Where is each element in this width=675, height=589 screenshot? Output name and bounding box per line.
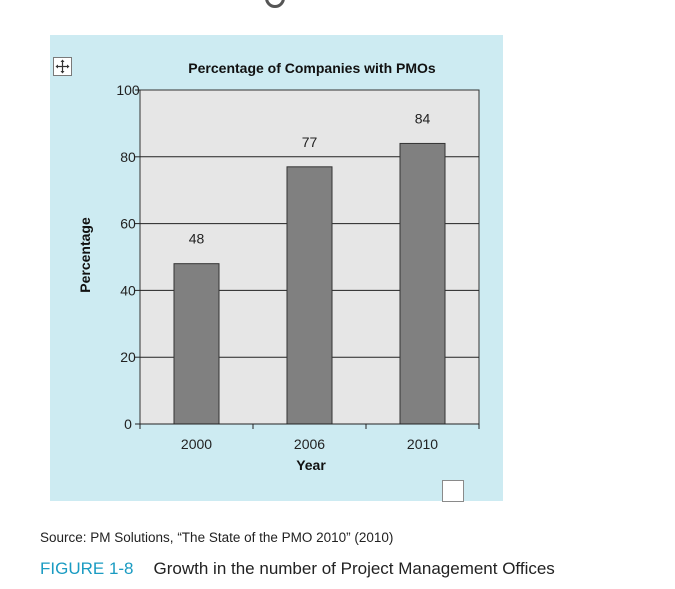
figure-caption: FIGURE 1-8 Growth in the number of Projec…: [40, 559, 555, 579]
data-label: 77: [302, 134, 318, 150]
bar: [286, 166, 333, 425]
y-tick-label: 80: [120, 149, 136, 165]
x-axis-label: Year: [296, 457, 326, 473]
y-axis-label: Percentage: [77, 217, 93, 293]
y-tick-label: 60: [120, 216, 136, 232]
move-arrows-icon[interactable]: [53, 57, 72, 76]
x-tick-label: 2006: [294, 436, 325, 452]
y-tick-label: 20: [120, 349, 136, 365]
data-label: 84: [415, 110, 431, 126]
y-tick-label: 0: [124, 416, 132, 432]
bar: [399, 142, 446, 425]
checkbox-icon[interactable]: [442, 480, 464, 502]
x-tick-label: 2000: [181, 436, 212, 452]
y-tick-label: 40: [120, 282, 136, 298]
source-note: Source: PM Solutions, “The State of the …: [40, 530, 394, 545]
data-label: 48: [189, 231, 205, 247]
x-tick-label: 2010: [407, 436, 438, 452]
bar: [173, 263, 220, 425]
chart-title: Percentage of Companies with PMOs: [188, 60, 436, 76]
figure-label: FIGURE 1-8: [40, 559, 134, 578]
y-tick-label: 100: [116, 82, 140, 98]
figure-caption-text: Growth in the number of Project Manageme…: [153, 559, 555, 578]
